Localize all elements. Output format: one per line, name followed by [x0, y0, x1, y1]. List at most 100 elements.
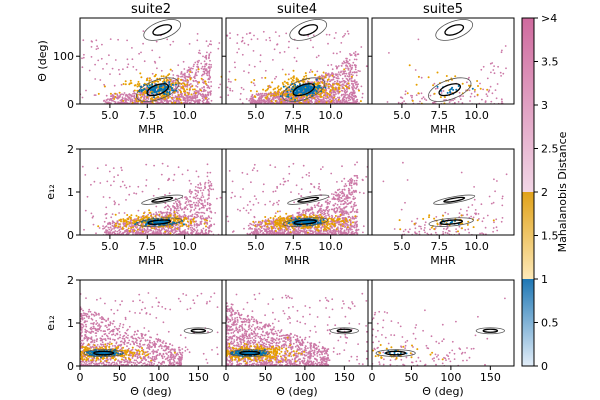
far-point [132, 231, 134, 234]
far-point [123, 101, 125, 104]
far-point [193, 94, 196, 97]
mid-point [234, 78, 237, 81]
mid-point [326, 92, 328, 94]
outlier-point [346, 30, 349, 33]
mid-point [169, 232, 172, 235]
outlier-point [145, 163, 148, 166]
far-point [190, 215, 193, 217]
outlier-point [199, 52, 202, 55]
far-point [125, 101, 128, 104]
far-point [116, 226, 119, 229]
far-point [254, 99, 256, 102]
outlier-point [81, 96, 84, 99]
far-point [202, 204, 205, 207]
far-point [165, 205, 167, 208]
near-point [292, 85, 295, 88]
far-point [186, 71, 189, 73]
far-point [341, 62, 344, 65]
outlier-point [245, 98, 248, 100]
far-point [272, 99, 275, 101]
mid-point [266, 95, 269, 98]
far-point [339, 74, 342, 77]
mid-point [284, 93, 287, 96]
far-point [261, 95, 264, 98]
outlier-point [123, 184, 126, 187]
outlier-point [81, 66, 84, 69]
mid-point [165, 75, 168, 78]
mid-point [295, 78, 298, 81]
outlier-point [308, 71, 311, 74]
mid-point [204, 97, 207, 100]
far-point [177, 205, 179, 208]
mid-point [287, 83, 289, 86]
far-point [436, 87, 439, 90]
outlier-point [83, 228, 85, 231]
outlier-point [126, 66, 129, 69]
outlier-point [172, 205, 175, 208]
far-point [195, 85, 198, 87]
mid-point [304, 72, 307, 75]
outlier-point [95, 232, 97, 235]
near-point [169, 85, 172, 88]
outlier-point [164, 202, 167, 205]
mid-point [318, 75, 321, 78]
far-point [197, 61, 200, 64]
mid-point [141, 226, 144, 229]
far-point [199, 221, 202, 224]
outlier-point [184, 100, 187, 103]
far-point [334, 80, 336, 83]
far-point [459, 98, 462, 101]
far-point [204, 181, 207, 184]
far-point [169, 208, 172, 210]
far-point [127, 99, 130, 101]
outlier-point [356, 100, 359, 103]
mid-point [276, 86, 279, 89]
far-point [404, 93, 407, 96]
mid-point [128, 215, 131, 218]
far-point [353, 52, 355, 55]
outlier-point [188, 190, 191, 193]
far-point [325, 72, 327, 74]
far-point [184, 231, 187, 234]
far-point [183, 230, 185, 232]
mid-point [146, 96, 149, 99]
mid-point [330, 99, 333, 102]
outlier-point [118, 203, 120, 206]
far-point [210, 223, 213, 226]
mid-point [121, 228, 124, 230]
x-tick-label: 10.0 [172, 109, 197, 122]
far-point [183, 80, 185, 82]
mid-point [267, 85, 270, 88]
far-point [187, 227, 190, 230]
far-point [173, 232, 175, 235]
far-point [324, 95, 327, 97]
outlier-point [188, 73, 191, 76]
mid-point [189, 70, 192, 73]
outlier-point [340, 42, 343, 44]
outlier-point [168, 192, 171, 195]
mid-point [164, 230, 167, 233]
far-point [201, 215, 204, 217]
far-point [207, 101, 210, 104]
far-point [333, 99, 335, 102]
outlier-point [152, 194, 155, 197]
far-point [191, 206, 194, 209]
outlier-point [196, 65, 199, 68]
far-point [189, 195, 192, 198]
near-point [300, 86, 303, 89]
mid-point [179, 225, 182, 228]
far-point [331, 101, 334, 104]
far-point [195, 69, 198, 71]
outlier-point [233, 61, 236, 64]
far-point [173, 202, 175, 205]
far-point [195, 195, 198, 198]
outlier-point [182, 60, 185, 63]
near-point [294, 83, 297, 86]
outlier-point [114, 202, 117, 204]
far-point [152, 232, 154, 235]
near-point [449, 90, 452, 93]
far-point [202, 211, 204, 214]
mid-point [138, 84, 140, 87]
far-point [190, 100, 193, 102]
